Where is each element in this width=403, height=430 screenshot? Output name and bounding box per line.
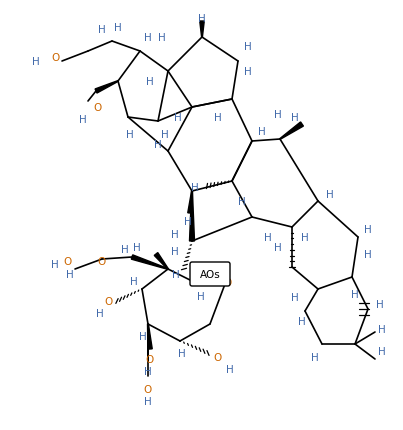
Text: H: H <box>172 269 180 280</box>
Text: H: H <box>378 346 386 356</box>
Text: H: H <box>171 246 179 256</box>
Text: H: H <box>198 14 206 24</box>
Text: H: H <box>184 216 192 227</box>
Text: O: O <box>144 384 152 394</box>
Text: AOs: AOs <box>199 269 220 280</box>
Text: H: H <box>226 364 234 374</box>
Polygon shape <box>189 191 195 241</box>
Text: H: H <box>161 130 169 140</box>
Text: H: H <box>364 224 372 234</box>
Polygon shape <box>147 324 152 349</box>
Text: H: H <box>171 230 179 240</box>
Text: H: H <box>121 244 129 255</box>
Text: H: H <box>146 77 154 87</box>
Text: H: H <box>98 25 106 35</box>
Text: H: H <box>126 130 134 140</box>
Text: H: H <box>32 57 40 67</box>
Polygon shape <box>188 191 192 214</box>
Text: H: H <box>191 183 199 193</box>
Text: H: H <box>51 259 59 269</box>
Text: O: O <box>93 103 101 113</box>
Text: H: H <box>154 140 162 150</box>
Text: H: H <box>114 23 122 33</box>
Text: H: H <box>311 352 319 362</box>
Text: O: O <box>104 296 112 306</box>
Text: H: H <box>79 115 87 125</box>
Text: H: H <box>178 348 186 358</box>
Text: H: H <box>291 113 299 123</box>
FancyBboxPatch shape <box>190 262 230 286</box>
Polygon shape <box>147 324 148 362</box>
Text: H: H <box>144 33 152 43</box>
Text: H: H <box>144 396 152 406</box>
Text: H: H <box>291 292 299 302</box>
Text: H: H <box>174 113 182 123</box>
Text: H: H <box>133 243 141 252</box>
Polygon shape <box>200 22 204 38</box>
Polygon shape <box>280 123 303 140</box>
Text: O: O <box>97 256 105 266</box>
Text: H: H <box>214 113 222 123</box>
Text: H: H <box>264 233 272 243</box>
Text: H: H <box>197 291 205 301</box>
Text: H: H <box>144 366 152 376</box>
Text: H: H <box>158 33 166 43</box>
Polygon shape <box>95 81 118 94</box>
Text: H: H <box>351 289 359 299</box>
Text: H: H <box>364 249 372 259</box>
Text: H: H <box>66 269 74 280</box>
Text: H: H <box>274 243 282 252</box>
Text: H: H <box>376 299 384 309</box>
Text: O: O <box>146 354 154 364</box>
Polygon shape <box>131 255 168 270</box>
Text: H: H <box>301 233 309 243</box>
Text: H: H <box>326 190 334 200</box>
Polygon shape <box>154 253 168 270</box>
Text: H: H <box>258 127 266 137</box>
Text: H: H <box>244 67 252 77</box>
Text: H: H <box>298 316 306 326</box>
Text: O: O <box>214 352 222 362</box>
Text: H: H <box>274 110 282 120</box>
Polygon shape <box>198 274 217 285</box>
Text: H: H <box>378 324 386 334</box>
Text: H: H <box>96 308 104 318</box>
Text: H: H <box>238 197 246 206</box>
Text: O: O <box>224 277 232 287</box>
Text: H: H <box>244 42 252 52</box>
Text: O: O <box>63 256 71 266</box>
Text: H: H <box>130 276 138 286</box>
Text: H: H <box>139 331 147 341</box>
Text: O: O <box>51 53 59 63</box>
